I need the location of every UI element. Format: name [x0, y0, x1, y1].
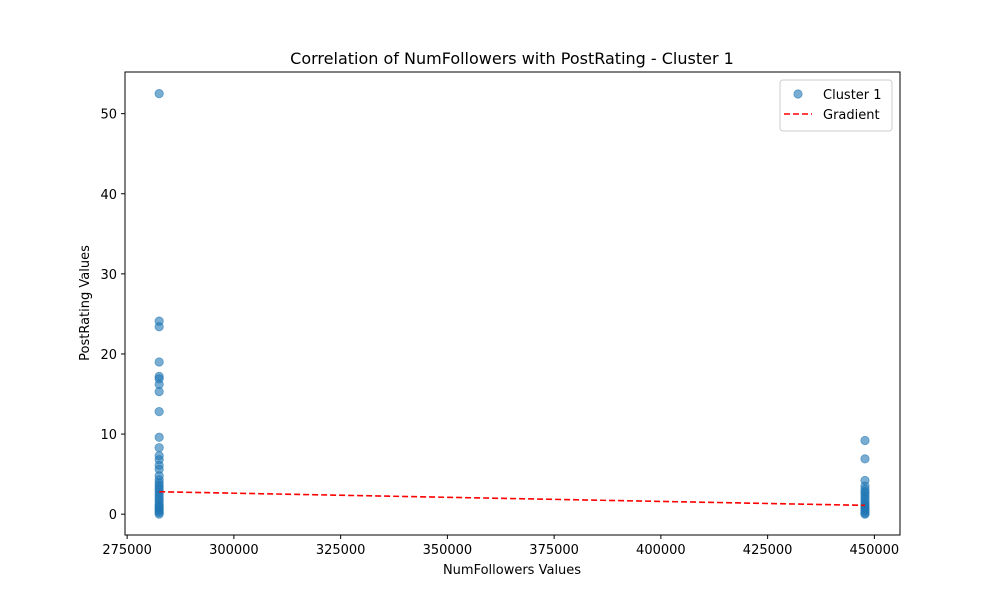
scatter-point: [154, 509, 164, 519]
y-tick-label: 0: [109, 508, 117, 523]
scatter-point: [860, 509, 870, 519]
scatter-point: [154, 357, 164, 367]
y-tick-label: 50: [100, 108, 117, 123]
gradient-line: [159, 490, 866, 507]
axes-frame: [124, 71, 901, 536]
y-axis-title: PostRating Values: [78, 245, 93, 361]
x-tick-label: 350000: [423, 543, 473, 558]
scatter-point: [154, 432, 164, 442]
scatter-point: [860, 435, 870, 446]
scatter-point: [154, 387, 164, 397]
x-tick-label: 375000: [529, 543, 579, 558]
x-tick-label: 300000: [209, 543, 259, 558]
x-tick-label: 425000: [743, 543, 793, 558]
x-tick-label: 400000: [636, 543, 686, 558]
x-tick-label: 275000: [102, 543, 152, 558]
scatter-point: [860, 454, 870, 464]
scatter-point: [154, 89, 164, 99]
x-tick-label: 325000: [316, 543, 366, 558]
scatter-point: [154, 407, 164, 417]
x-axis-title: NumFollowers Values: [443, 563, 581, 578]
y-tick-label: 10: [100, 428, 117, 443]
legend-label: Cluster 1: [823, 88, 882, 103]
plot-area: 275000 300000 325000 350000 375000 400000 4250…: [100, 71, 901, 558]
y-tick-label: 30: [100, 268, 117, 283]
legend-marker-cluster-1: [793, 89, 803, 99]
legend-box: [779, 79, 893, 132]
legend-label: Gradient: [823, 108, 880, 123]
y-tick-label: 20: [100, 348, 117, 363]
y-tick-label: 40: [100, 188, 117, 203]
x-tick-label: 450000: [850, 543, 900, 558]
scatter-point: [154, 322, 164, 332]
scatter-point: [154, 443, 164, 453]
chart-title: Correlation of NumFollowers with PostRat…: [290, 49, 734, 68]
legend: Cluster 1 Gradient: [779, 79, 893, 132]
